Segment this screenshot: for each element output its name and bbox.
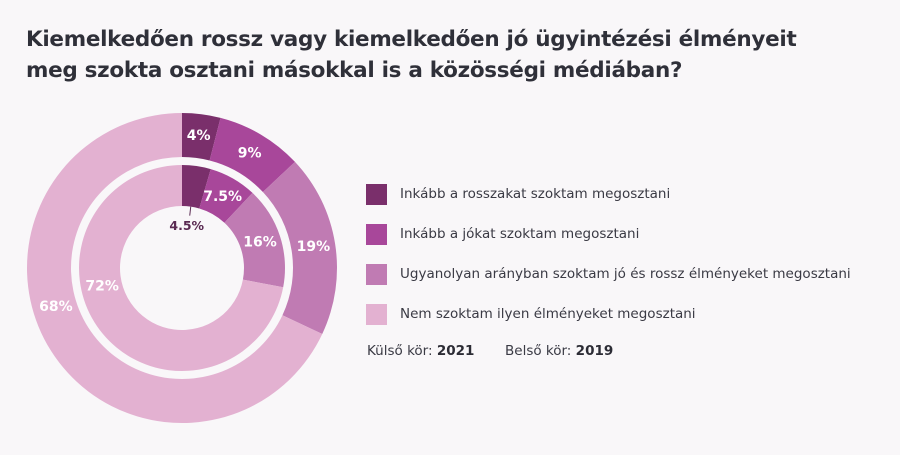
outer-ring-2021 bbox=[26, 113, 337, 423]
inner-ring-year: 2019 bbox=[575, 343, 614, 359]
legend-item: Inkább a jókat szoktam megosztani bbox=[366, 214, 851, 254]
inner-ring-slice-0 bbox=[182, 165, 211, 209]
data-labels: 4% 9% 19% 68% 4.5% 7.5% 16% 72% bbox=[39, 128, 330, 315]
donut-chart: 4% 9% 19% 68% 4.5% 7.5% 16% 72% bbox=[26, 113, 337, 423]
title-line-2: meg szokta osztani másokkal is a közössé… bbox=[26, 58, 683, 83]
inner-ring-slice-1 bbox=[199, 169, 253, 223]
outer-ring-label-0: 4% bbox=[187, 128, 211, 144]
legend-label: Ugyanolyan arányban szoktam jó és rossz … bbox=[400, 266, 851, 282]
outer-ring-label: Külső kör: bbox=[367, 343, 433, 359]
outer-ring-slice-3 bbox=[26, 113, 323, 423]
outer-ring-year: 2021 bbox=[436, 343, 475, 359]
legend-item: Ugyanolyan arányban szoktam jó és rossz … bbox=[366, 254, 851, 294]
inner-ring-label-2: 16% bbox=[243, 235, 277, 251]
inner-ring-label-1: 7.5% bbox=[203, 189, 242, 205]
legend-item: Inkább a rosszakat szoktam megosztani bbox=[366, 174, 851, 214]
ring-year-note: Külső kör: 2021 Belső kör: 2019 bbox=[367, 343, 613, 359]
chart-title: Kiemelkedően rossz vagy kiemelkedően jó … bbox=[26, 24, 846, 86]
outer-ring-label-1: 9% bbox=[238, 146, 262, 162]
legend-swatch bbox=[366, 263, 387, 285]
outer-ring-label-3: 68% bbox=[39, 299, 73, 315]
outer-ring-label-2: 19% bbox=[297, 239, 331, 255]
inner-ring-label-3: 72% bbox=[85, 279, 119, 295]
inner-ring-label: Belső kör: bbox=[505, 343, 572, 359]
outer-ring-slice-2 bbox=[262, 161, 337, 334]
inner-ring-label-0: 4.5% bbox=[169, 218, 204, 233]
legend-item: Nem szoktam ilyen élményeket megosztani bbox=[366, 294, 851, 334]
inner-ring-2019 bbox=[79, 165, 285, 371]
inner-ring-slice-3 bbox=[79, 165, 284, 371]
legend: Inkább a rosszakat szoktam megosztani In… bbox=[366, 174, 851, 334]
legend-swatch bbox=[366, 223, 387, 245]
legend-label: Inkább a rosszakat szoktam megosztani bbox=[400, 186, 671, 202]
leader-line bbox=[189, 206, 192, 216]
legend-label: Inkább a jókat szoktam megosztani bbox=[400, 226, 640, 242]
title-line-1: Kiemelkedően rossz vagy kiemelkedően jó … bbox=[26, 27, 797, 52]
legend-swatch bbox=[366, 303, 387, 325]
inner-ring-slice-2 bbox=[224, 192, 285, 288]
outer-ring-slice-1 bbox=[209, 117, 295, 193]
legend-label: Nem szoktam ilyen élményeket megosztani bbox=[400, 306, 696, 322]
outer-ring-slice-0 bbox=[182, 113, 221, 161]
legend-swatch bbox=[366, 183, 387, 205]
